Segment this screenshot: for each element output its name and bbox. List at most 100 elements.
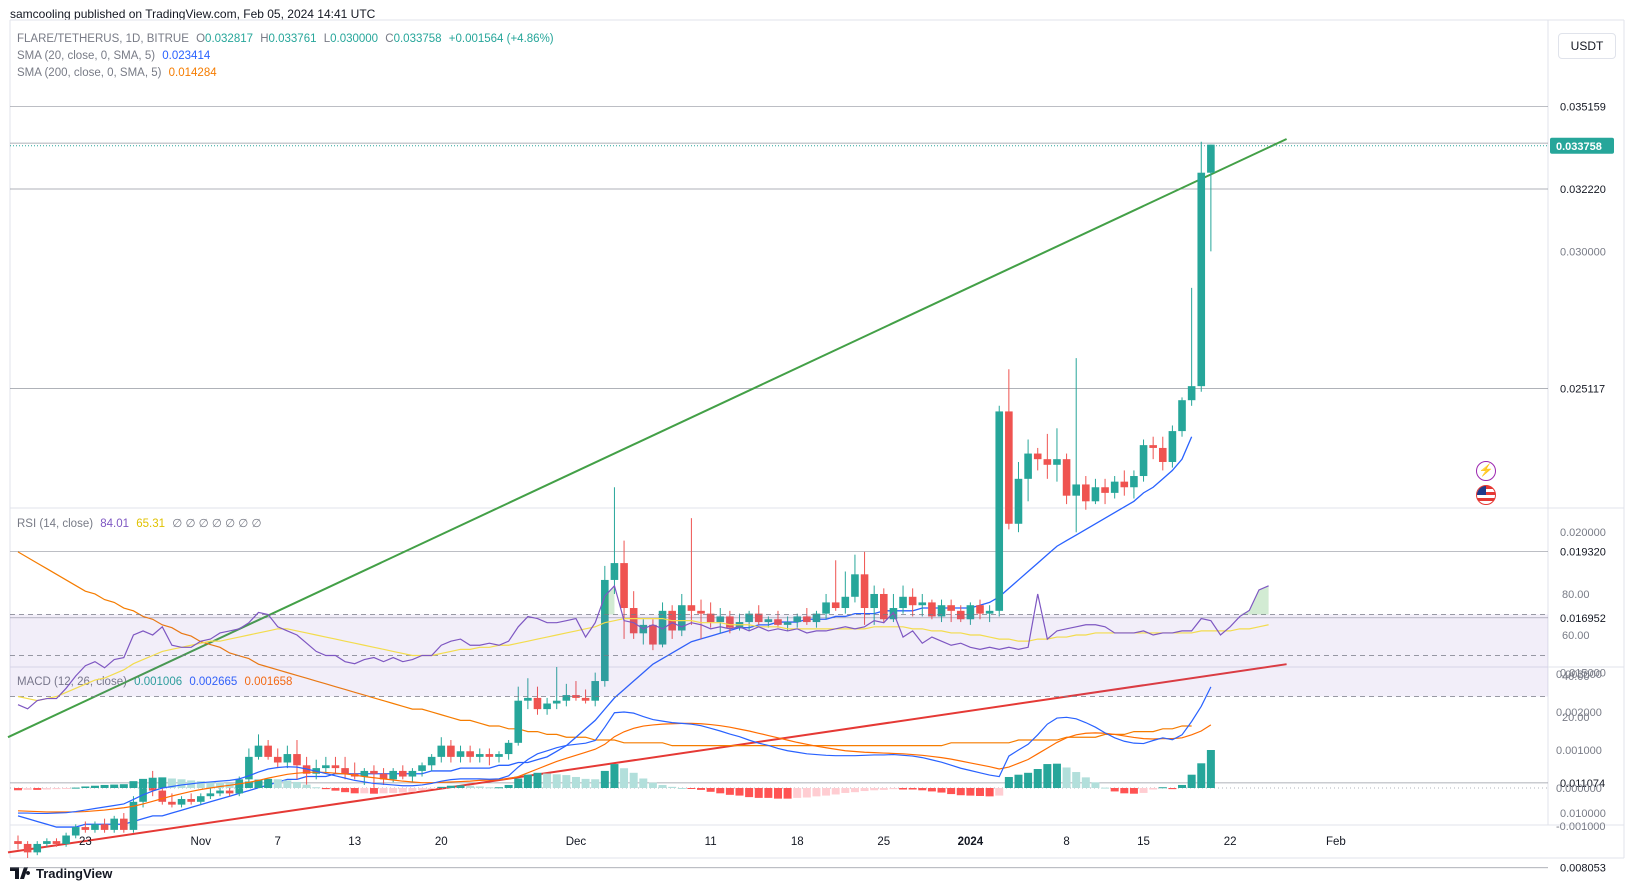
candle [495, 751, 503, 763]
candle [524, 678, 532, 710]
change-value: +0.001564 (+4.86%) [448, 33, 554, 45]
candle-body [273, 756, 282, 763]
candle [187, 793, 195, 805]
sma20-value: 0.023414 [162, 50, 211, 62]
candle-body [851, 574, 859, 597]
candle [937, 599, 946, 623]
macd-histogram-bar [1129, 788, 1138, 794]
candle [543, 697, 551, 715]
macd-histogram-bar [591, 779, 600, 788]
candle-body [1178, 400, 1186, 432]
macd-histogram-bar [918, 788, 927, 791]
candle-body [62, 835, 70, 844]
macd-histogram-bar [899, 788, 908, 790]
macd-axis-tick: 0.001000 [1556, 745, 1602, 757]
low-label: L [323, 33, 331, 45]
candle-body [572, 695, 580, 698]
macd-histogram-bar [292, 781, 301, 788]
macd-histogram-bar [764, 788, 773, 798]
macd-histogram-bar [264, 778, 273, 788]
candle [1158, 436, 1167, 471]
sma200-label: SMA (200, close, 0, SMA, 5) [17, 67, 162, 79]
candle [33, 841, 42, 856]
last-price-label: 0.033758 [1556, 141, 1602, 153]
close-label: C [385, 33, 394, 45]
macd-axis-tick: 0.000000 [1556, 783, 1602, 795]
sma20-label: SMA (20, close, 0, SMA, 5) [17, 50, 156, 62]
macd-histogram-bar [571, 776, 580, 788]
candle-body [283, 754, 292, 763]
candle-body [418, 765, 426, 771]
sma200-value: 0.014284 [168, 67, 217, 79]
macd-histogram-bar [119, 784, 128, 788]
price-level-label: 0.025117 [1560, 383, 1605, 395]
time-axis-tick: 13 [348, 836, 361, 848]
us-flag-icon[interactable] [1476, 485, 1496, 505]
macd-histogram-bar [456, 785, 465, 788]
candle-body [1014, 478, 1023, 524]
candle-body [264, 745, 272, 757]
macd-histogram-bar [773, 788, 782, 799]
candle [1101, 478, 1109, 505]
candle-body [995, 411, 1004, 611]
time-axis-tick: Dec [566, 836, 587, 848]
candle [985, 605, 994, 623]
macd-histogram-bar [1187, 774, 1196, 788]
rsi-overbought-fill [604, 585, 615, 615]
macd-histogram-bar [196, 781, 205, 788]
macd-histogram-bar [389, 788, 398, 793]
macd-histogram-bar [216, 782, 225, 788]
candle-body [43, 841, 51, 844]
candle-body [495, 754, 503, 757]
candle-body [408, 770, 417, 777]
candle-body [552, 700, 561, 704]
macd-histogram-bar [110, 784, 119, 788]
macd-histogram-bar [533, 772, 542, 788]
tradingview-wordmark: TradingView [36, 866, 113, 881]
macd-histogram-bar [273, 779, 282, 788]
candle [245, 748, 253, 783]
support-trendline [7, 663, 1287, 854]
time-axis-tick: 25 [877, 836, 890, 848]
candle-body [1091, 487, 1100, 502]
macd-histogram-bar [485, 787, 494, 789]
lightning-icon[interactable]: ⚡ [1476, 461, 1496, 481]
price-axis-tick: 0.010000 [1560, 808, 1606, 820]
candle-body [254, 745, 263, 757]
candle-body [677, 605, 686, 631]
macd-histogram-bar [648, 782, 657, 788]
candle [697, 599, 705, 639]
candle-body [726, 616, 734, 628]
macd-histogram-bar [341, 788, 350, 793]
candle-body [447, 745, 455, 757]
currency-button[interactable]: USDT [1558, 33, 1616, 59]
candle-body [908, 596, 917, 606]
candle [552, 667, 561, 710]
macd-histogram-bar [1033, 769, 1042, 788]
candle-body [543, 703, 551, 710]
macd-histogram-bar [523, 774, 532, 788]
candle [880, 588, 888, 623]
candle [1130, 470, 1138, 499]
candle-body [533, 697, 542, 710]
candle [1197, 141, 1206, 392]
candle [629, 591, 638, 639]
macd-histogram-bar [206, 781, 215, 788]
low-value: 0.030000 [330, 33, 379, 45]
candle [427, 754, 436, 771]
price-level-label: 0.035159 [1560, 101, 1606, 113]
candle [370, 765, 378, 788]
macd-histogram-bar [927, 788, 936, 792]
macd-histogram-bar [466, 785, 475, 788]
rsi-ma-line [17, 617, 1269, 702]
macd-histogram-bar [889, 788, 898, 790]
candle [62, 832, 70, 847]
candle-body [206, 793, 215, 797]
candle-body [81, 827, 90, 830]
candle [706, 602, 715, 628]
candle [91, 821, 99, 833]
candle [456, 745, 465, 763]
macd-histogram-bar [725, 788, 734, 795]
macd-histogram-bar [254, 779, 263, 788]
